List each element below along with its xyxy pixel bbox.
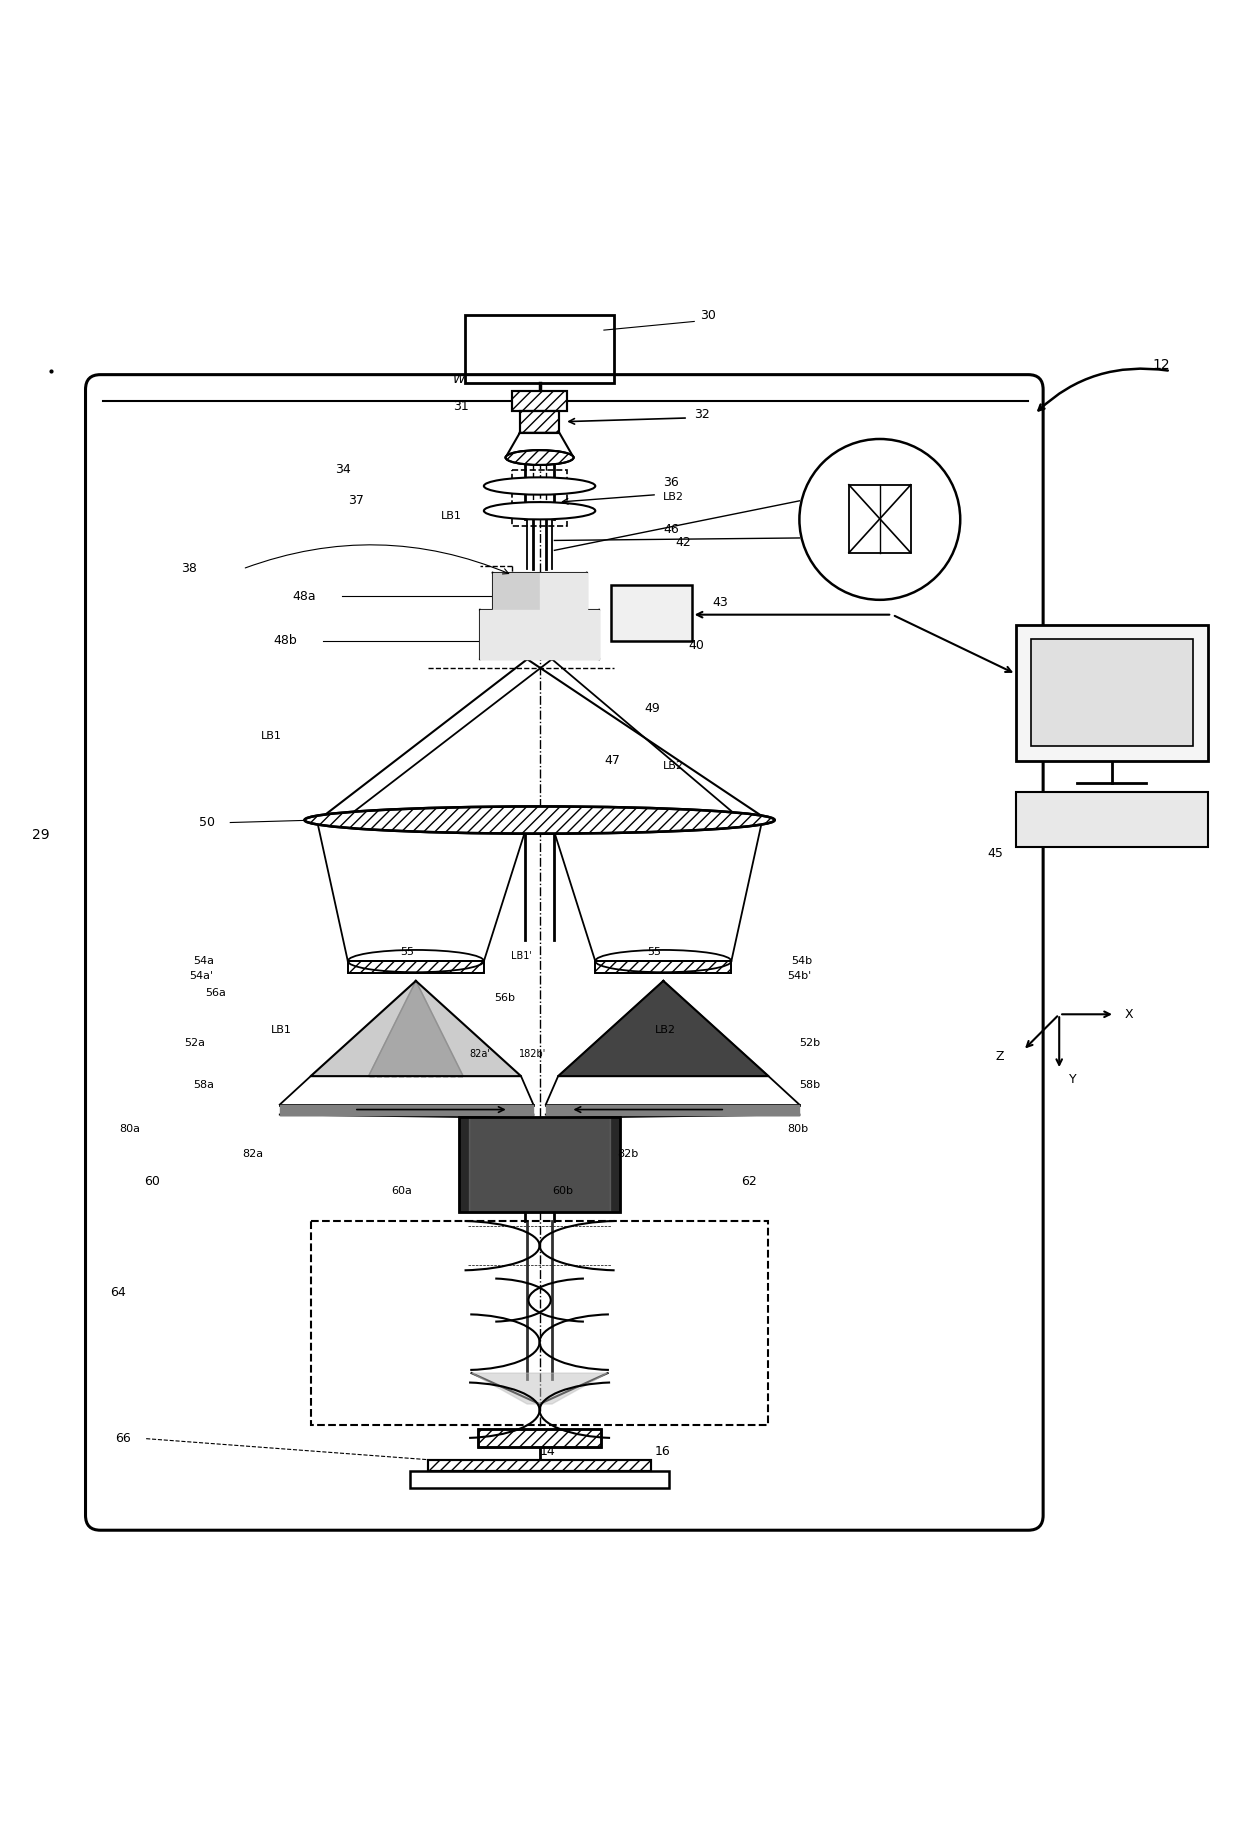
Text: 182b': 182b' (518, 1049, 546, 1060)
Polygon shape (280, 1104, 533, 1115)
Text: 80b: 80b (787, 1124, 808, 1133)
Bar (409, 1471, 670, 1487)
Text: 55: 55 (647, 947, 662, 957)
Text: LB1: LB1 (440, 511, 461, 522)
Bar (1030, 640, 1193, 746)
Text: 16: 16 (655, 1445, 671, 1458)
Text: 38: 38 (181, 562, 197, 575)
Text: 50: 50 (200, 816, 216, 829)
Text: LB2: LB2 (655, 1025, 676, 1036)
Text: 14: 14 (539, 1445, 556, 1458)
Text: 82a': 82a' (469, 1049, 490, 1060)
Polygon shape (558, 980, 769, 1076)
Polygon shape (506, 433, 574, 457)
Text: 47: 47 (604, 754, 620, 767)
Text: 60: 60 (144, 1174, 160, 1189)
Text: LB2: LB2 (663, 761, 684, 770)
Polygon shape (469, 1117, 610, 1213)
Text: Z: Z (996, 1051, 1004, 1063)
Text: 32: 32 (694, 407, 711, 420)
Polygon shape (368, 980, 464, 1076)
Bar (520, 411, 559, 433)
Text: 36: 36 (663, 475, 680, 488)
Text: LB1': LB1' (511, 951, 532, 962)
Text: 60a: 60a (391, 1187, 412, 1196)
Bar (512, 470, 567, 525)
Text: 54b': 54b' (787, 971, 811, 980)
Text: 58b: 58b (800, 1080, 821, 1089)
Text: 48a: 48a (293, 590, 316, 603)
Polygon shape (546, 1104, 800, 1115)
Bar (311, 1220, 769, 1425)
Bar (512, 391, 567, 411)
Text: 82b: 82b (618, 1148, 639, 1159)
Bar (849, 485, 910, 553)
Text: 54a: 54a (193, 957, 215, 966)
Text: 12: 12 (1152, 358, 1169, 372)
Polygon shape (539, 573, 587, 610)
Text: 55: 55 (401, 947, 414, 957)
Ellipse shape (506, 450, 574, 464)
Ellipse shape (305, 807, 775, 833)
Text: 31: 31 (453, 400, 469, 413)
Bar (520, 411, 559, 433)
Text: LB1: LB1 (262, 732, 281, 741)
Bar (611, 584, 692, 641)
Polygon shape (311, 980, 521, 1076)
Text: 49: 49 (645, 702, 661, 715)
Text: 60b: 60b (552, 1187, 573, 1196)
Bar (428, 1460, 651, 1471)
Text: Y: Y (1069, 1073, 1076, 1086)
Text: 66: 66 (115, 1432, 131, 1445)
Text: 40: 40 (688, 640, 704, 652)
Bar (347, 960, 484, 973)
Text: W: W (453, 372, 465, 385)
Text: 54b: 54b (791, 957, 812, 966)
Bar (512, 391, 567, 411)
Text: 58a: 58a (193, 1080, 215, 1089)
Bar (428, 1460, 651, 1471)
Text: 30: 30 (701, 310, 717, 323)
Text: 52b: 52b (800, 1038, 821, 1049)
Bar (477, 1428, 601, 1447)
Text: 64: 64 (110, 1286, 126, 1299)
Text: 37: 37 (347, 494, 363, 507)
Polygon shape (492, 573, 539, 610)
Bar (595, 960, 732, 973)
Text: 43: 43 (713, 595, 729, 608)
Text: 54a': 54a' (190, 971, 213, 980)
Text: 48b: 48b (274, 634, 298, 647)
Ellipse shape (484, 501, 595, 520)
Polygon shape (471, 1373, 608, 1404)
Text: 45: 45 (988, 848, 1003, 861)
Bar (347, 960, 484, 973)
Text: X: X (1125, 1008, 1133, 1021)
Bar (1016, 625, 1208, 761)
Text: 56b: 56b (494, 993, 515, 1003)
Text: 34: 34 (336, 463, 351, 475)
Bar (477, 1428, 601, 1447)
Bar (459, 1117, 620, 1213)
Bar (595, 960, 732, 973)
Text: 42: 42 (676, 536, 692, 549)
Text: LB2: LB2 (663, 492, 684, 501)
Text: 29: 29 (32, 828, 50, 842)
Bar (1016, 792, 1208, 848)
Polygon shape (480, 610, 599, 660)
Text: 52a: 52a (185, 1038, 206, 1049)
Text: 62: 62 (742, 1174, 756, 1189)
Text: 82a: 82a (243, 1148, 264, 1159)
Text: LB1: LB1 (272, 1025, 291, 1036)
Ellipse shape (484, 477, 595, 494)
Text: 46: 46 (663, 523, 680, 536)
Bar (465, 315, 614, 383)
Text: 56a: 56a (206, 988, 227, 999)
Polygon shape (459, 1117, 620, 1213)
Text: 80a: 80a (119, 1124, 140, 1133)
